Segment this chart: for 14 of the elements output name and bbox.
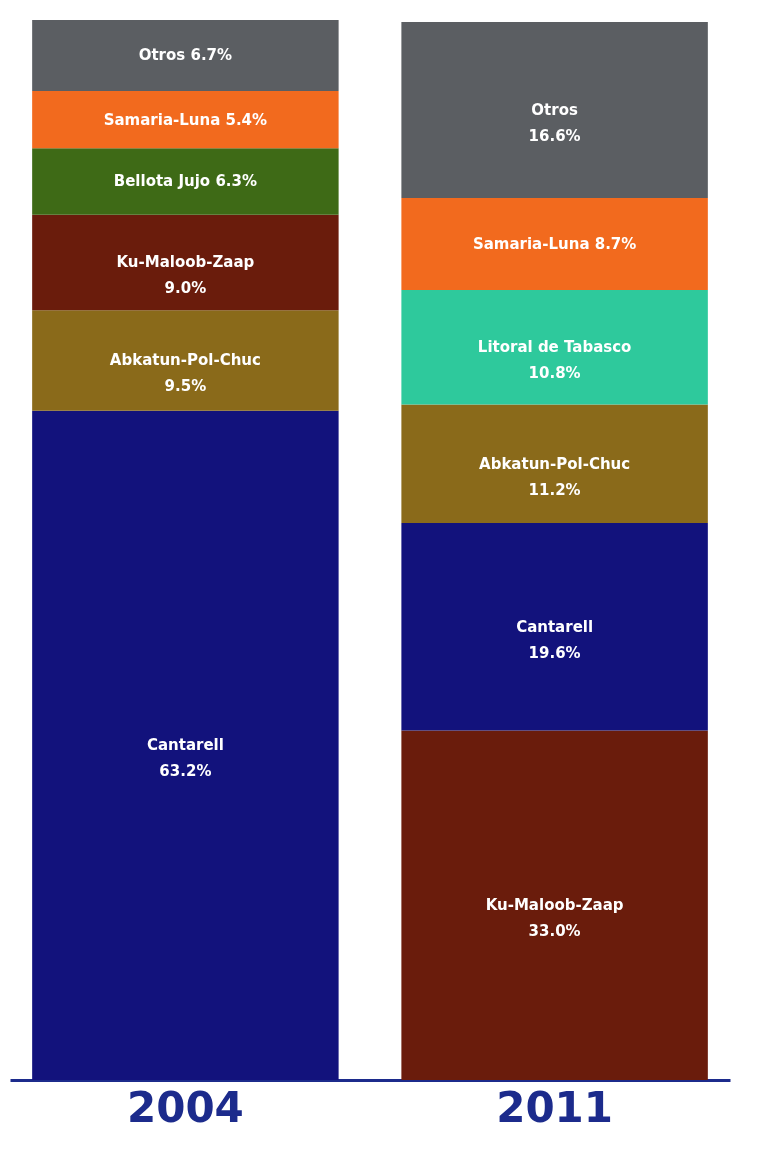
x-tick-label: 2004 — [126, 1082, 244, 1132]
data-label: Cantarell 63.2% — [146, 736, 224, 781]
data-label: Otros 6.7% — [138, 46, 233, 65]
data-label: Ku-Maloob-Zaap 9.0% — [116, 253, 255, 298]
data-label: Cantarell 19.6% — [516, 617, 594, 662]
data-label: Samaria-Luna 5.4% — [103, 110, 268, 129]
data-label: Samaria-Luna 8.7% — [472, 234, 637, 253]
data-label: Litoral de Tabasco 10.8% — [477, 338, 632, 383]
x-tick-label: 2011 — [496, 1082, 614, 1132]
data-label: Bellota Jujo 6.3% — [113, 172, 258, 191]
data-label: Abkatun-Pol-Chuc 11.2% — [479, 454, 631, 499]
data-label: Ku-Maloob-Zaap 33.0% — [485, 896, 624, 941]
data-label: Abkatun-Pol-Chuc 9.5% — [109, 351, 261, 396]
data-label: Otros 16.6% — [528, 101, 581, 146]
